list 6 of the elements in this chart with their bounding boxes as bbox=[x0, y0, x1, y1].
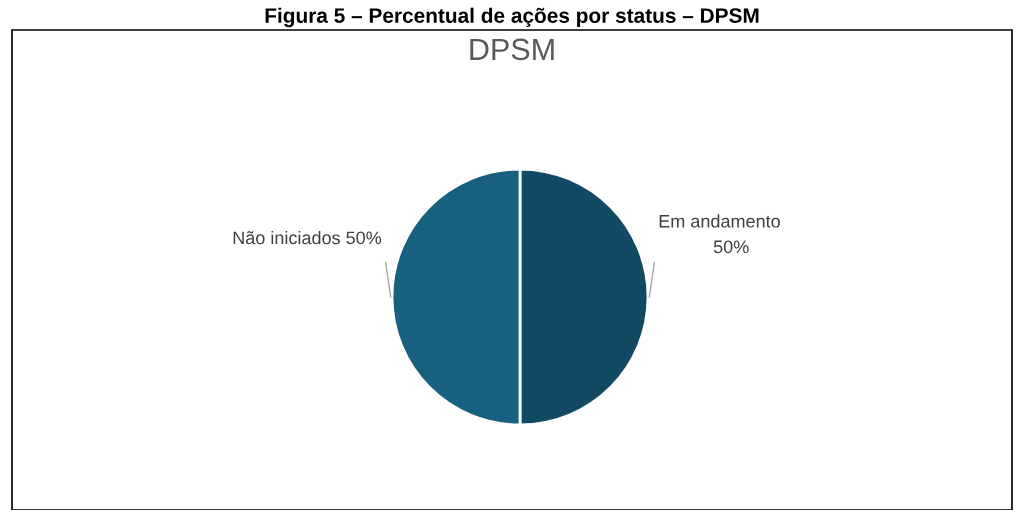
chart-subtitle: DPSM bbox=[470, 38, 554, 61]
slice-label: Em andamento bbox=[659, 214, 780, 228]
slice-label: Não iniciados bbox=[233, 230, 340, 245]
data-label: 50% bbox=[346, 231, 382, 245]
chart-title: Figura 5 – Percentual de ações por status – DPSM bbox=[265, 7, 759, 28]
data-label: 50% bbox=[713, 240, 749, 254]
